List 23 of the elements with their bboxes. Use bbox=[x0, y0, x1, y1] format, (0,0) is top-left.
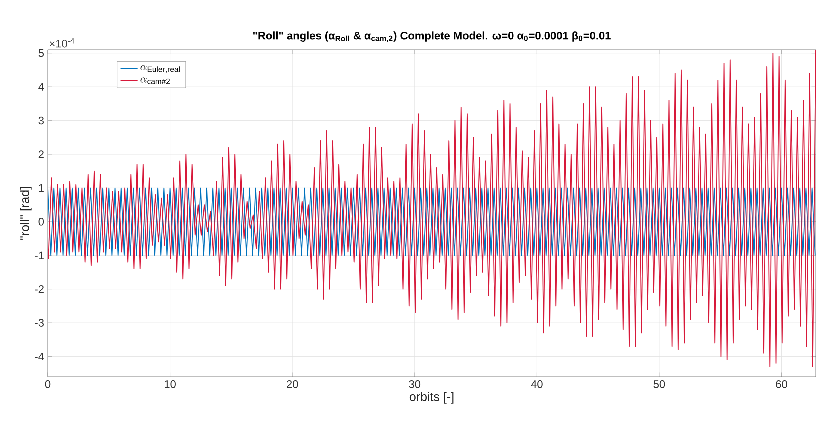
x-tick-label: 20 bbox=[287, 380, 298, 388]
x-tick-label: 30 bbox=[409, 380, 421, 388]
x-tick-label: 60 bbox=[776, 380, 788, 388]
y-tick-label: 2 bbox=[38, 150, 44, 158]
x-tick-label: 10 bbox=[165, 380, 176, 388]
y-tick-label: 3 bbox=[38, 116, 44, 125]
legend-label: $\alpha_{\mathrm{Euler,real}}$ bbox=[140, 66, 180, 74]
y-tick-label: -2 bbox=[35, 286, 44, 294]
text: ×10$^{-4}$ bbox=[50, 38, 74, 48]
y-tick-label: 0 bbox=[38, 218, 44, 226]
chart-title: "Roll" angles (α$_{Roll}$ & α$_{cam,2}$) Complete Model. ω=0 α$_{0}$=0.0001 β$_{0}$=0.01 bbox=[253, 32, 611, 42]
x-tick-label: 0 bbox=[45, 380, 51, 388]
y-tick-label: 5 bbox=[38, 50, 44, 58]
x-axis-title: orbits [-] bbox=[410, 392, 454, 404]
y-axis-title: "roll" [rad] bbox=[20, 187, 32, 240]
legend-label: $\alpha_{\mathrm{cam\#2}}$ bbox=[140, 78, 170, 84]
y-tick-label: 4 bbox=[38, 83, 44, 91]
y-tick-label: -4 bbox=[35, 352, 44, 361]
x-tick-label: 40 bbox=[531, 380, 543, 388]
y-tick-label: 1 bbox=[39, 184, 44, 192]
y-tick-label: -3 bbox=[35, 319, 44, 327]
x-tick-label: 50 bbox=[654, 380, 666, 388]
y-tick-label: -1 bbox=[35, 252, 44, 260]
